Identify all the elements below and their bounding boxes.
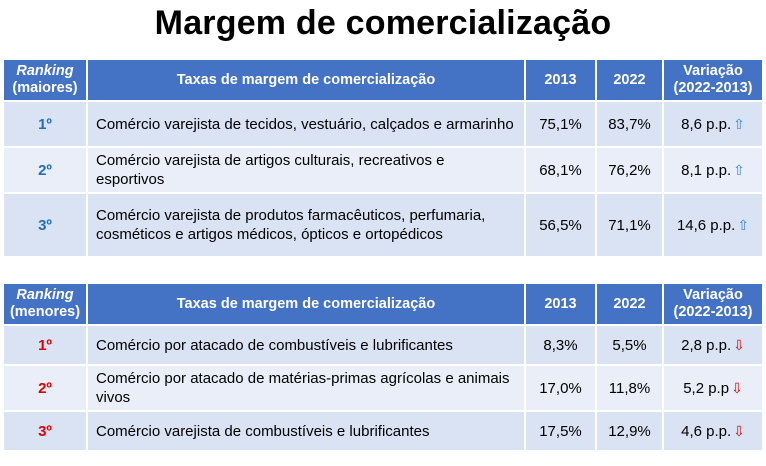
table-row: 3º Comércio varejista de combustíveis e … [4,412,762,450]
variation-cell: 2,8 p.p. ⇩ [664,326,762,364]
variation-cell: 14,6 p.p. ⇧ [664,194,762,256]
arrow-up-icon: ⇧ [733,161,745,178]
table-header-row: Ranking (maiores) Taxas de margem de com… [4,60,762,100]
category-cell: Comércio varejista de artigos culturais,… [88,148,524,192]
arrow-up-icon: ⇧ [733,115,745,132]
category-header: Taxas de margem de comercialização [88,284,524,324]
value-2013-cell: 8,3% [526,326,595,364]
rank-header: Ranking (maiores) [4,60,86,100]
arrow-down-icon: ⇩ [733,422,745,439]
variation-cell: 5,2 p.p ⇩ [664,366,762,410]
variation-header-sublabel: (2022-2013) [673,80,753,96]
value-2022-cell: 83,7% [597,102,662,146]
value-2013-cell: 17,5% [526,412,595,450]
rank-header-sublabel: (menores) [9,304,81,320]
table-row: 1º Comércio varejista de tecidos, vestuá… [4,102,762,146]
rank-cell: 1º [4,102,86,146]
category-cell: Comércio varejista de combustíveis e lub… [88,412,524,450]
value-2013-cell: 56,5% [526,194,595,256]
year-2022-header: 2022 [597,284,662,324]
variation-value: 4,6 p.p. [681,422,732,440]
value-2013-cell: 68,1% [526,148,595,192]
variation-header: Variação (2022-2013) [664,60,762,100]
rank-cell: 3º [4,412,86,450]
category-cell: Comércio por atacado de matérias-primas … [88,366,524,410]
table-header-row: Ranking (menores) Taxas de margem de com… [4,284,762,324]
category-header: Taxas de margem de comercialização [88,60,524,100]
arrow-down-icon: ⇩ [733,336,745,353]
rank-cell: 3º [4,194,86,256]
arrow-up-icon: ⇧ [737,216,750,233]
variation-header: Variação (2022-2013) [664,284,762,324]
page-title: Margem de comercialização [154,4,612,42]
rank-header-label: Ranking [16,63,74,79]
rank-cell: 1º [4,326,86,364]
variation-header-label: Variação [683,287,743,303]
arrow-down-icon: ⇩ [731,379,743,396]
rank-header-sublabel: (maiores) [12,80,78,96]
year-2022-header: 2022 [597,60,662,100]
table-row: 2º Comércio varejista de artigos cultura… [4,148,762,192]
variation-header-sublabel: (2022-2013) [673,304,753,320]
variation-cell: 8,6 p.p. ⇧ [664,102,762,146]
value-2013-cell: 75,1% [526,102,595,146]
value-2022-cell: 76,2% [597,148,662,192]
rank-cell: 2º [4,148,86,192]
value-2022-cell: 11,8% [597,366,662,410]
variation-value: 14,6 p.p. [676,216,736,234]
value-2022-cell: 5,5% [597,326,662,364]
variation-value: 8,1 p.p. [681,161,732,179]
variation-header-label: Variação [683,63,743,79]
value-2022-cell: 12,9% [597,412,662,450]
variation-cell: 8,1 p.p. ⇧ [664,148,762,192]
value-2013-cell: 17,0% [526,366,595,410]
year-2013-header: 2013 [526,60,595,100]
year-2013-header: 2013 [526,284,595,324]
variation-value: 2,8 p.p. [681,336,732,354]
value-2022-cell: 71,1% [597,194,662,256]
variation-value: 5,2 p.p [683,379,730,397]
variation-cell: 4,6 p.p. ⇩ [664,412,762,450]
rank-cell: 2º [4,366,86,410]
rank-header-label: Ranking [16,287,74,303]
bottom-ranking-table: Ranking (menores) Taxas de margem de com… [2,282,764,452]
category-cell: Comércio varejista de tecidos, vestuário… [88,102,524,146]
category-cell: Comércio por atacado de combustíveis e l… [88,326,524,364]
top-ranking-table: Ranking (maiores) Taxas de margem de com… [2,58,764,258]
table-row: 1º Comércio por atacado de combustíveis … [4,326,762,364]
table-row: 2º Comércio por atacado de matérias-prim… [4,366,762,410]
rank-header: Ranking (menores) [4,284,86,324]
table-row: 3º Comércio varejista de produtos farmac… [4,194,762,256]
variation-value: 8,6 p.p. [681,115,732,133]
category-cell: Comércio varejista de produtos farmacêut… [88,194,524,256]
